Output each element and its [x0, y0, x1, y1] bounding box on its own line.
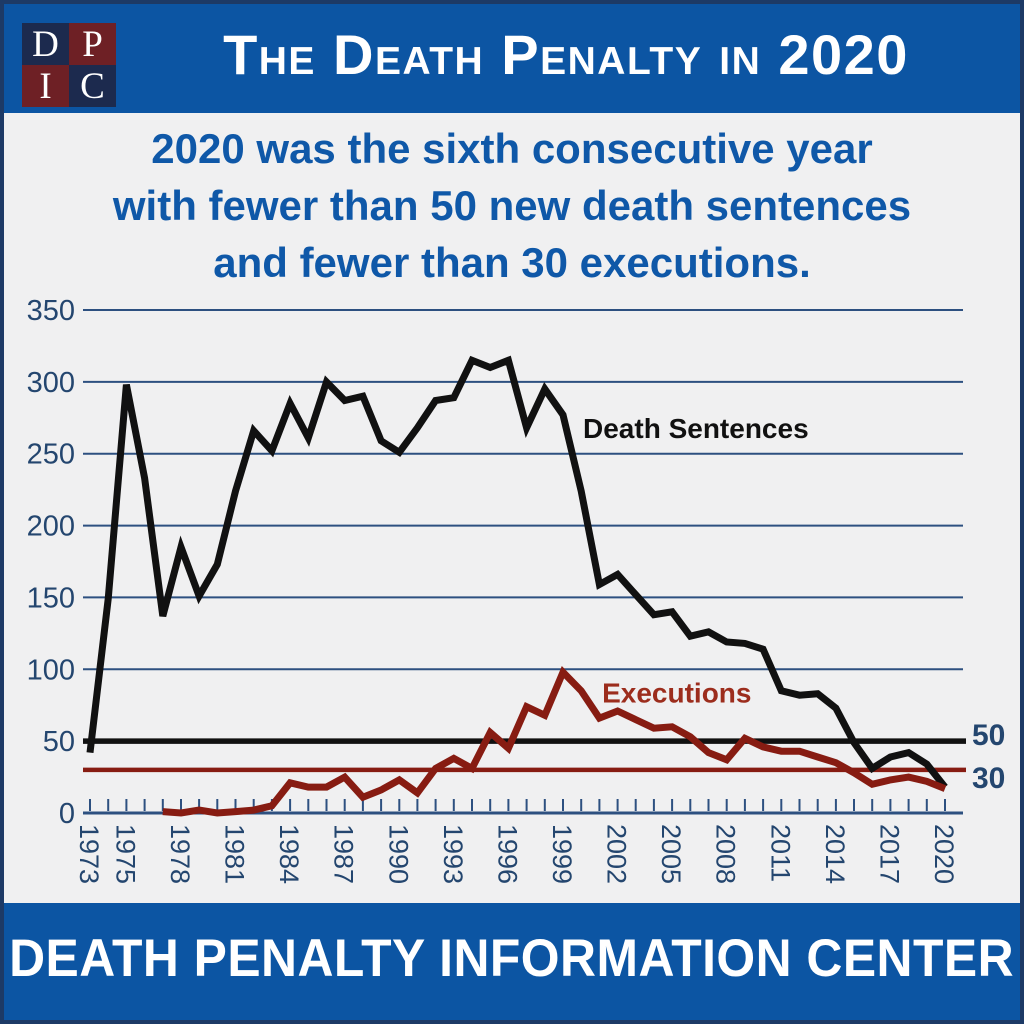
logo-letter: I: [39, 65, 52, 107]
y-axis-label: 50: [43, 726, 75, 758]
x-axis-label: 2011: [765, 824, 795, 882]
logo-letter: C: [80, 65, 105, 107]
subtitle-line-3: and fewer than 30 executions.: [213, 238, 811, 286]
subtitle-block: 2020 was the sixth consecutive year with…: [0, 117, 1024, 293]
x-axis-label: 1981: [220, 824, 250, 884]
x-axis-label: 1987: [329, 824, 359, 884]
death-sentences-label: Death Sentences: [583, 413, 809, 444]
subtitle-line-2: with fewer than 50 new death sentences: [112, 181, 912, 229]
y-axis-label: 0: [59, 798, 75, 830]
header-banner: D P I C The Death Penalty in 2020: [0, 0, 1024, 113]
y-axis-label: 250: [27, 439, 75, 471]
x-axis-label: 2008: [711, 824, 741, 884]
x-axis-label: 2002: [602, 824, 632, 884]
footer-banner: DEATH PENALTY INFORMATION CENTER: [0, 903, 1024, 1024]
logo-cell-c: C: [69, 65, 116, 107]
y-axis-label: 350: [27, 295, 75, 327]
logo-cell-p: P: [69, 23, 116, 65]
x-axis-label: 1973: [74, 824, 104, 884]
footer-org-name: DEATH PENALTY INFORMATION CENTER: [9, 929, 1015, 988]
y-axis-label: 300: [27, 367, 75, 399]
logo-letter: D: [32, 23, 59, 65]
logo-cell-d: D: [22, 23, 69, 65]
x-axis-label: 2005: [656, 824, 686, 884]
logo-cell-i: I: [22, 65, 69, 107]
x-axis-label: 1990: [383, 824, 413, 884]
y-axis-label: 100: [27, 654, 75, 686]
executions-line: [162, 665, 947, 817]
chart-area: 0 50 100 150 200 250 300 350 1973 1975 1978 1981 198…: [0, 290, 1024, 910]
x-axis-label: 2020: [929, 824, 959, 884]
reference-line-label-50: 50: [972, 719, 1005, 752]
x-axis-label: 1993: [438, 824, 468, 884]
y-axis-label: 200: [27, 511, 75, 543]
x-axis-label: 1984: [274, 824, 304, 884]
dpic-logo: D P I C: [22, 23, 116, 107]
logo-letter: P: [82, 23, 103, 65]
y-axis-label: 150: [27, 582, 75, 614]
death-sentences-line: [86, 355, 948, 790]
x-axis-label: 1978: [165, 824, 195, 884]
executions-label: Executions: [602, 677, 751, 708]
x-axis-label: 1999: [547, 824, 577, 884]
reference-line-label-30: 30: [972, 762, 1005, 795]
page-title: The Death Penalty in 2020: [223, 23, 909, 86]
x-axis-label: 1996: [492, 824, 522, 884]
x-axis-label: 2017: [874, 824, 904, 884]
x-axis-label: 1975: [110, 824, 140, 884]
subtitle-line-1: 2020 was the sixth consecutive year: [151, 124, 873, 172]
x-axis-label: 2014: [820, 824, 850, 884]
